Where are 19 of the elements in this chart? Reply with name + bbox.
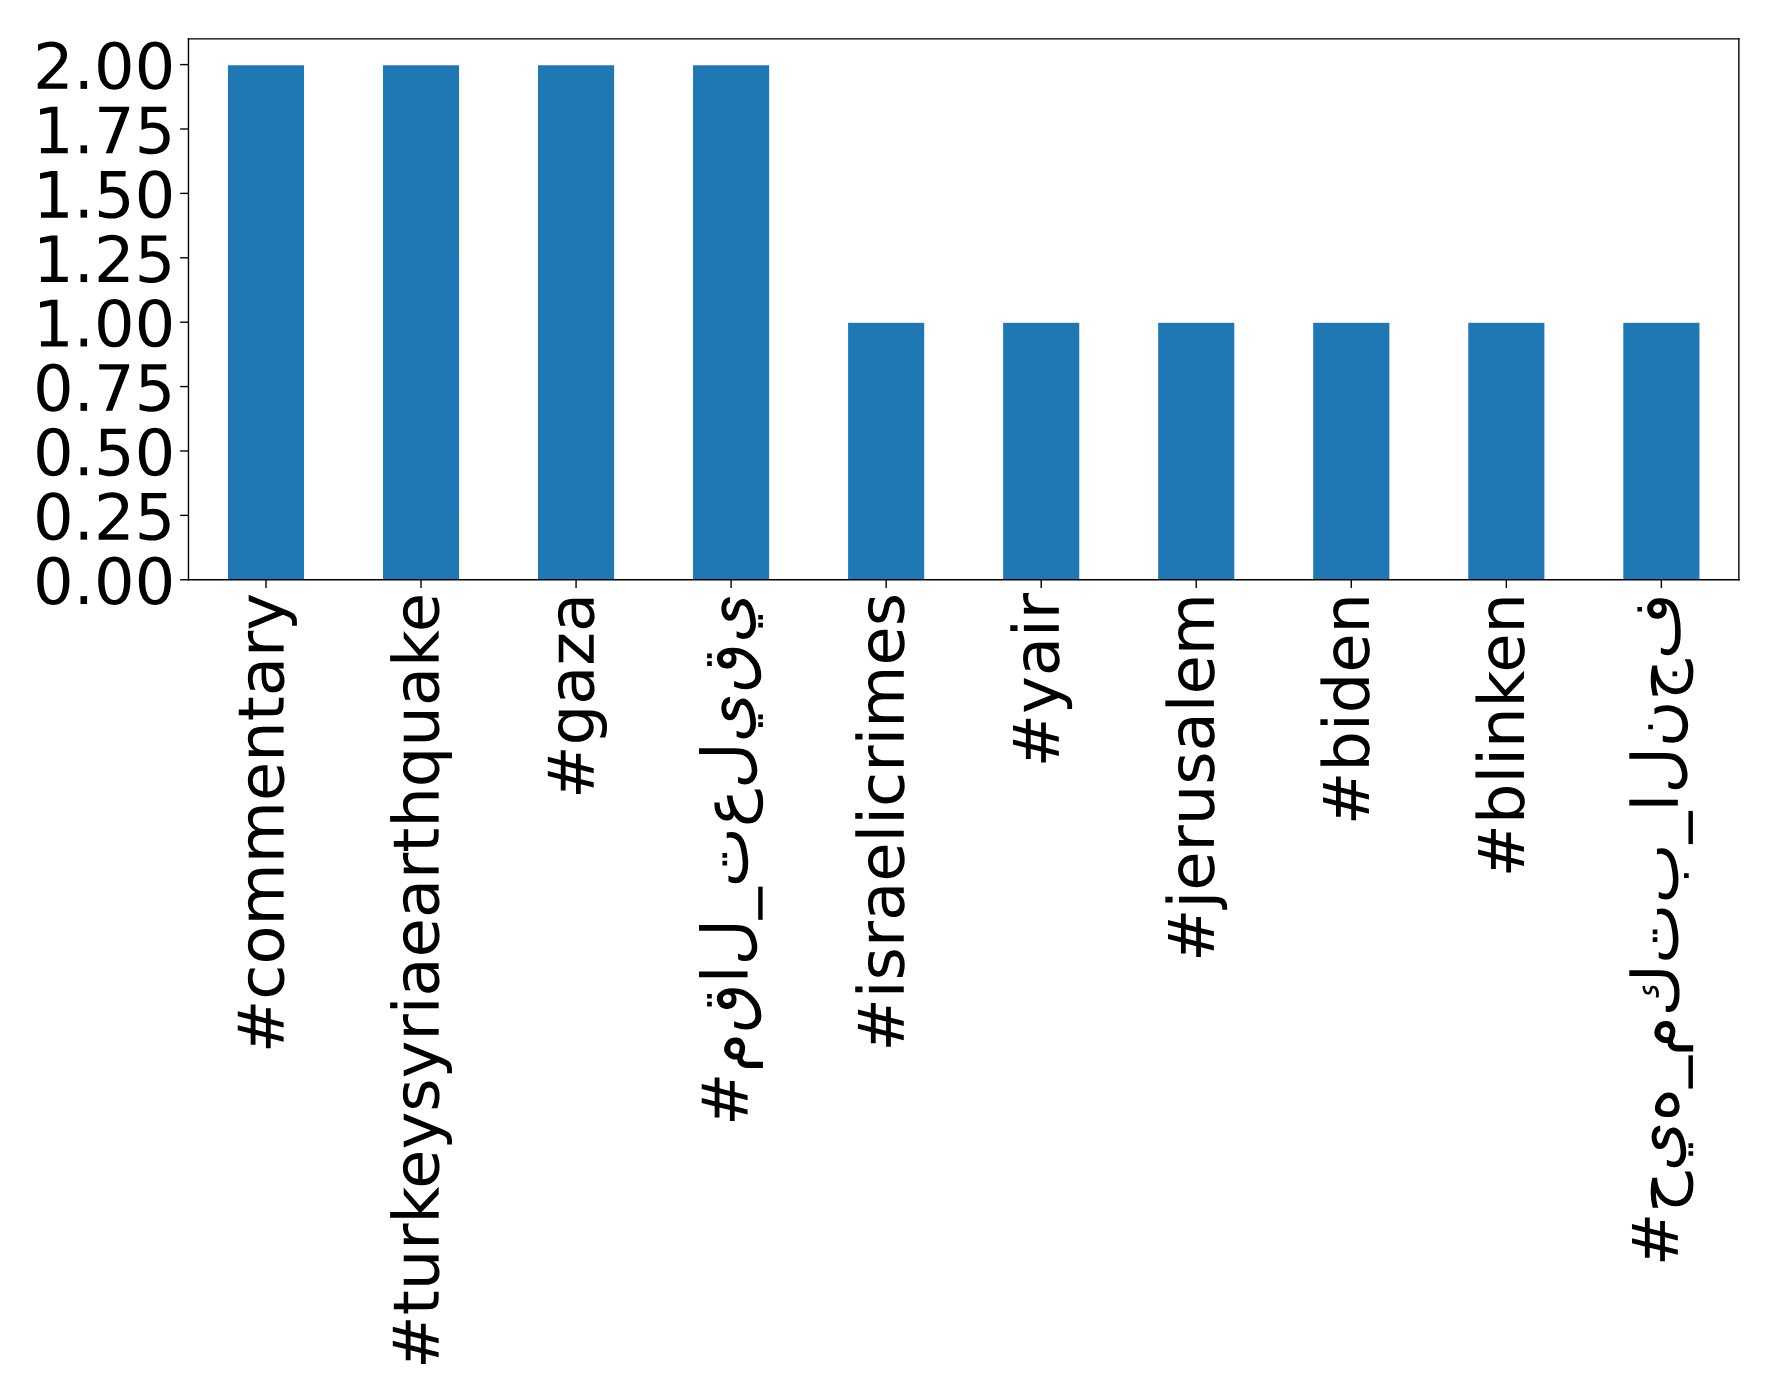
x-tick-label: #حيه_مكتب_النجف xyxy=(1629,598,1694,1262)
y-tick-label: 2.00 xyxy=(37,41,172,90)
y-tick-label: 0.25 xyxy=(37,492,170,541)
x-tick-label: #jerusalem xyxy=(1165,598,1228,958)
x-tick-label: #blinken xyxy=(1475,598,1525,873)
x-tick-label: #مقال_تعليقي xyxy=(699,597,764,1122)
y-tick-label: 1.00 xyxy=(40,299,172,348)
x-tick-label: #biden xyxy=(1320,598,1370,821)
y-tick-label: 1.75 xyxy=(40,106,170,155)
x-tick-label: #turkeysyriaearthquake xyxy=(390,596,452,1364)
x-tick-label: #israelicrimes xyxy=(855,596,905,1047)
y-tick-label: 0.50 xyxy=(37,427,172,477)
x-tick-label: #gaza xyxy=(547,598,607,794)
x-tick-label: #yair xyxy=(1010,592,1073,763)
y-tick-label: 0.00 xyxy=(37,556,172,605)
y-tick-label: 1.25 xyxy=(40,234,170,283)
y-tick-label: 1.50 xyxy=(40,170,172,219)
y-tick-label: 0.75 xyxy=(37,363,170,412)
x-tick-label: #commentary xyxy=(237,594,297,1049)
